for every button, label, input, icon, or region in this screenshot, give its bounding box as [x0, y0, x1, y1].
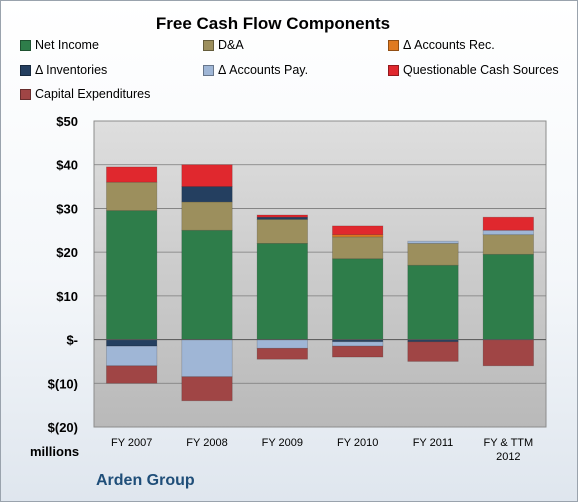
- x-tick-label: FY 2011: [413, 437, 454, 449]
- bar-segment: [407, 341, 459, 362]
- bar-segment: [256, 339, 308, 349]
- bar-segment: [181, 164, 233, 187]
- bar-segment: [482, 339, 534, 367]
- x-tick-label: 2012: [496, 451, 520, 463]
- y-tick-label: $(20): [48, 420, 78, 435]
- bar-segment: [106, 365, 158, 384]
- legend-swatch: [20, 88, 31, 100]
- y-tick-label: $30: [56, 201, 78, 216]
- y-tick-label: $20: [56, 245, 78, 260]
- bar-segment: [181, 201, 233, 231]
- legend-label: Questionable Cash Sources: [403, 63, 559, 77]
- legend-item: Δ Inventories: [20, 63, 107, 77]
- x-tick-label: FY 2007: [111, 437, 152, 449]
- legend-item: D&A: [203, 38, 244, 52]
- bar-segment: [482, 216, 534, 231]
- legend-swatch: [203, 64, 214, 76]
- legend-label: D&A: [218, 38, 244, 52]
- chart-title: Free Cash Flow Components: [155, 14, 391, 33]
- bar-segment: [332, 225, 384, 236]
- bar-segment: [106, 166, 158, 183]
- legend-label: Δ Accounts Rec.: [403, 38, 495, 52]
- bar-segment: [332, 345, 384, 358]
- x-tick-label: FY & TTM: [483, 437, 533, 449]
- bar-segment: [256, 218, 308, 244]
- legend-swatch: [20, 64, 31, 76]
- legend-label: Δ Accounts Pay.: [218, 63, 309, 77]
- legend-label: Net Income: [35, 38, 99, 52]
- bar-segment: [332, 258, 384, 340]
- legend-swatch: [20, 39, 31, 51]
- legend-item: Δ Accounts Pay.: [203, 63, 308, 77]
- legend-swatch: [388, 39, 399, 51]
- legend-swatch: [388, 64, 399, 76]
- legend-label: Δ Inventories: [35, 63, 108, 77]
- y-tick-label: $-: [66, 333, 78, 348]
- y-tick-label: $50: [56, 114, 78, 129]
- legend-item: Capital Expenditures: [20, 87, 150, 101]
- bar-segment: [106, 345, 158, 367]
- y-tick-label: $40: [56, 158, 78, 173]
- plot-area: [93, 120, 547, 428]
- bar-segment: [256, 242, 308, 340]
- bar-segment: [332, 236, 384, 260]
- x-tick-label: FY 2009: [262, 437, 303, 449]
- bar-segment: [181, 229, 233, 340]
- legend-swatch: [203, 39, 214, 51]
- x-tick-label: FY 2008: [186, 437, 227, 449]
- company-name: Arden Group: [96, 472, 195, 489]
- legend-label: Capital Expenditures: [35, 87, 151, 101]
- bar-segment: [482, 234, 534, 255]
- bar-segment: [407, 240, 459, 244]
- bar-segment: [256, 214, 308, 218]
- legend-item: Net Income: [20, 38, 99, 52]
- bar-segment: [181, 186, 233, 203]
- bar-segment: [106, 339, 158, 347]
- bar-segment: [407, 242, 459, 266]
- y-tick-label: $(10): [48, 376, 78, 391]
- bar-segment: [106, 181, 158, 212]
- bar-segment: [106, 210, 158, 340]
- bar-segment: [332, 341, 384, 347]
- bar-segment: [482, 229, 534, 236]
- y-axis-units-label: millions: [30, 444, 80, 459]
- bar-segment: [407, 264, 459, 340]
- y-tick-label: $10: [56, 289, 78, 304]
- legend-item: Questionable Cash Sources: [388, 63, 559, 77]
- bar-segment: [256, 347, 308, 360]
- bar-segment: [181, 339, 233, 378]
- legend-item: Δ Accounts Rec.: [388, 38, 495, 52]
- x-tick-label: FY 2010: [337, 437, 378, 449]
- bar-segment: [482, 253, 534, 340]
- bar-segment: [181, 376, 233, 402]
